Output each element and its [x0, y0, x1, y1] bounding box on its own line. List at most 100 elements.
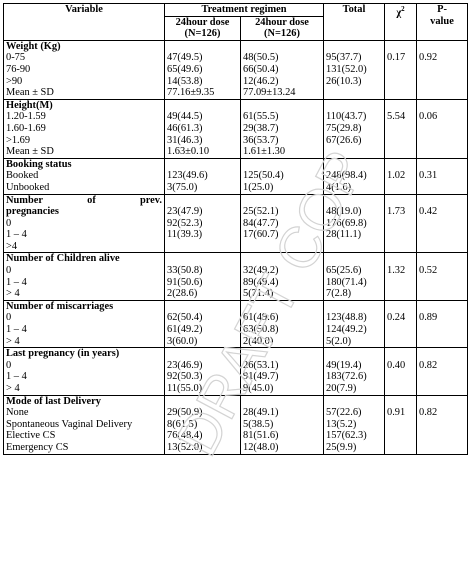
row-value: 61(55.5)	[243, 111, 279, 123]
dose-a-cell: 62(50.4) 61(49.2) 3(60.0)	[164, 299, 241, 349]
header-treatment-regimen: Treatment regimen	[164, 3, 324, 17]
section-title: Number of prev.	[6, 194, 162, 206]
row-label: Mean ± SD	[6, 146, 54, 158]
row-value: 180(71.4)	[326, 276, 367, 288]
chi-cell: 1.73	[384, 193, 417, 254]
p-value-cell: 0.92	[416, 39, 468, 100]
row-value: 26(53.1)	[243, 359, 279, 371]
section-title: Number of miscarriages	[6, 300, 114, 312]
header-dose-b: 24hour dose (N=126)	[240, 15, 324, 41]
row-label: 0	[6, 265, 12, 277]
row-value: 123(48.8)	[326, 312, 367, 324]
row-value: 5(2.0)	[326, 335, 352, 347]
row-label: Mean ± SD	[6, 87, 54, 99]
row-value: 12(46.2)	[243, 75, 279, 87]
row-value: 2(28.6)	[167, 288, 198, 300]
row-value: 91(50.6)	[167, 276, 203, 288]
total-cell: 248(98.4) 4(1.6)	[323, 157, 385, 195]
row-label: Unbooked	[6, 181, 50, 193]
row-label: > 4	[6, 383, 20, 394]
p-value-cell: 0.31	[416, 157, 468, 195]
row-value: 81(51.6)	[243, 430, 279, 442]
row-value: 5(71.4)	[243, 288, 274, 300]
row-label: >4	[6, 240, 18, 252]
row-value: 11(39.3)	[167, 229, 203, 241]
total-cell: 110(43.7) 75(29.8) 67(26.6)	[323, 98, 385, 159]
row-value: 23(47.9)	[167, 206, 203, 218]
row-value: 2(40.0)	[243, 335, 274, 347]
p-value-cell: 0.52	[416, 252, 468, 301]
row-value: 57(22.6)	[326, 407, 362, 419]
dose-a-cell: 123(49.6) 3(75.0)	[164, 157, 241, 195]
row-label: 0	[6, 359, 12, 371]
dose-b-cell: 28(49.1) 5(38.5) 81(51.6) 12(48.0)	[240, 394, 324, 455]
row-value: 36(53.7)	[243, 134, 279, 146]
dose-b-cell: 25(52.1) 84(47.7) 17(60.7)	[240, 193, 324, 254]
total-cell: 95(37.7) 131(52.0) 26(10.3)	[323, 39, 385, 100]
total-cell: 65(25.6) 180(71.4) 7(2.8)	[323, 252, 385, 301]
section-title: Booking status	[6, 158, 72, 170]
stat-value: 1.02	[387, 170, 406, 182]
row-value: 1(25.0)	[243, 181, 274, 193]
row-value: 92(50.3)	[167, 371, 203, 383]
dose-a-cell: 29(50.9) 8(61.5) 76(48.4) 13(52.0)	[164, 394, 241, 455]
table-row: Height(M) 1.20-1.59 1.60-1.69 >1.69 Mean ± S…	[3, 98, 468, 159]
row-label: Emergency CS	[6, 441, 69, 453]
variable-cell: Number of prev. pregnancies 0 1 – 4 >4	[3, 193, 165, 254]
row-value	[326, 146, 382, 158]
row-value: 32(49.2)	[243, 265, 279, 277]
row-value: 12(48.0)	[243, 441, 279, 453]
header-chi-square: χ2	[384, 3, 417, 41]
stat-value: 0.06	[419, 111, 438, 123]
row-value: 77.09±13.24	[243, 87, 296, 99]
row-value: 28(49.1)	[243, 407, 279, 419]
row-value: 33(50.8)	[167, 265, 203, 277]
row-value: 75(29.8)	[326, 122, 362, 134]
row-label: 1.20-1.59	[6, 111, 46, 123]
dose-b-cell: 61(49.6) 63(50.8) 2(40.0)	[240, 299, 324, 349]
row-value: 11(55.0)	[167, 383, 203, 394]
row-value: 49(44.5)	[167, 111, 203, 123]
row-value: 49(19.4)	[326, 359, 362, 371]
row-value: 61(49.6)	[243, 312, 279, 324]
stat-value: 1.32	[387, 265, 406, 277]
dose-b-cell: 32(49.2) 89(49.4) 5(71.4)	[240, 252, 324, 301]
row-value: 65(49.6)	[167, 63, 203, 75]
row-label: 1 – 4	[6, 276, 27, 288]
total-cell: 48(19.0) 176(69.8) 28(11.1)	[323, 193, 385, 254]
table-row: Booking status Booked Unbooked 123(49.6) 3(…	[3, 157, 468, 195]
stat-value: 0.40	[387, 359, 406, 371]
row-value: 17(60.7)	[243, 229, 279, 241]
chi-cell: 0.24	[384, 299, 417, 349]
total-cell: 49(19.4) 183(72.6) 20(7.9)	[323, 347, 385, 396]
row-value: 29(38.7)	[243, 122, 279, 134]
row-label: Booked	[6, 170, 39, 182]
row-value: 13(5.2)	[326, 418, 357, 430]
row-value: 23(46.9)	[167, 359, 203, 371]
row-value: 67(26.6)	[326, 134, 362, 146]
p-value-cell: 0.89	[416, 299, 468, 349]
chi-cell: 1.02	[384, 157, 417, 195]
row-label: > 4	[6, 335, 20, 347]
row-value: 110(43.7)	[326, 111, 367, 123]
chi-cell: 0.91	[384, 394, 417, 455]
row-value: 48(50.5)	[243, 52, 279, 64]
stat-value: 0.52	[419, 265, 438, 277]
dose-a-cell: 49(44.5) 46(61.3) 31(46.3) 1.63±0.10	[164, 98, 241, 159]
variable-cell: Height(M) 1.20-1.59 1.60-1.69 >1.69 Mean ± S…	[3, 98, 165, 159]
stat-value: 0.89	[419, 312, 438, 324]
row-value: 48(19.0)	[326, 206, 362, 218]
row-value: 25(9.9)	[326, 441, 357, 453]
row-value: 31(46.3)	[167, 134, 203, 146]
row-label: 0	[6, 312, 12, 324]
stat-value: 0.31	[419, 170, 438, 182]
row-value: 7(2.8)	[326, 288, 352, 300]
row-value: 3(75.0)	[167, 181, 198, 193]
table-row: Weight (Kg) 0-75 76-90 >90 Mean ± SD 47(49.5…	[3, 39, 468, 100]
row-value: 47(49.5)	[167, 52, 203, 64]
dose-a-cell: 23(46.9) 92(50.3) 11(55.0)	[164, 347, 241, 396]
row-value: 62(50.4)	[167, 312, 203, 324]
table-row: Last pregnancy (in years) 0 1 – 4 > 4 23(46…	[3, 347, 468, 396]
stat-value: 0.92	[419, 52, 438, 64]
row-label: > 4	[6, 288, 20, 300]
